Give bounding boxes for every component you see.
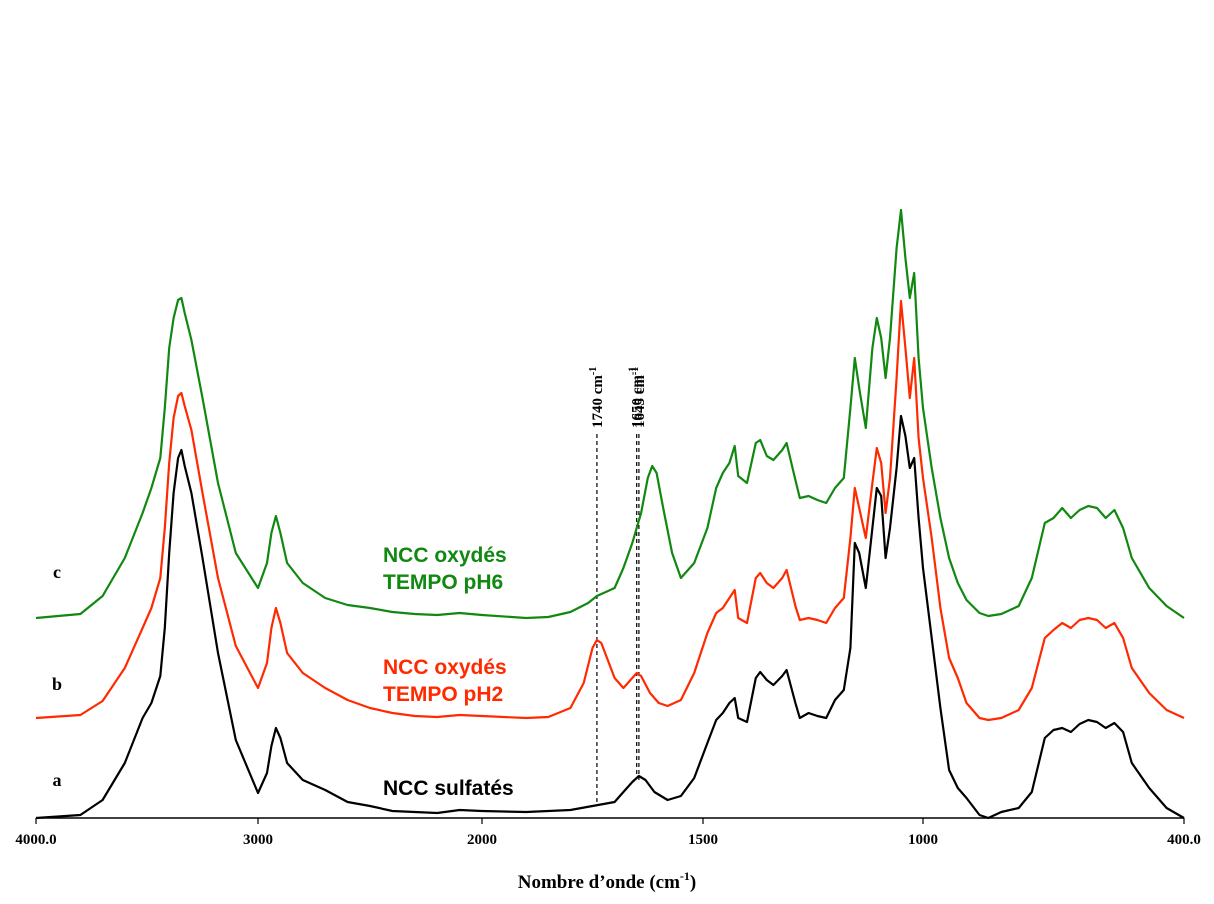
series-line-b: [35, 299, 1185, 722]
series-name-c: TEMPO pH6: [383, 571, 503, 594]
annotation-label: 1740 cm-1: [588, 367, 606, 428]
series-name-b: TEMPO pH2: [383, 683, 503, 706]
x-tick-label: 2000: [467, 832, 497, 848]
series-line-a: [35, 414, 1185, 820]
series-letter-b: b: [52, 674, 62, 694]
series-line-c: [35, 208, 1185, 620]
x-tick-label: 1500: [688, 832, 718, 848]
series-letter-a: a: [53, 770, 62, 790]
series-name-b: NCC oxydés: [383, 656, 507, 679]
x-tick-label: 400.0: [1167, 832, 1201, 848]
series-name-a: NCC sulfatés: [383, 777, 514, 800]
series-letter-c: c: [53, 562, 61, 582]
x-tick-label: 3000: [243, 832, 273, 848]
series-name-c: NCC oxydés: [383, 544, 507, 567]
x-axis: 4000.0 3000 2000 1500 1000 400.0: [15, 817, 1201, 848]
x-tick-label: 4000.0: [15, 832, 56, 848]
x-tick-label: 1000: [908, 832, 938, 848]
x-axis-title-superscript: -1: [680, 869, 690, 883]
annotation-label: 1645 cm-1: [630, 367, 648, 428]
series-labels: a NCC sulfatés b NCC oxydés TEMPO pH2 c NCC ox…: [52, 544, 514, 800]
series-layer: [35, 208, 1185, 820]
x-axis-title: Nombre d’onde (cm-1): [518, 869, 697, 893]
x-axis-title-close: ): [690, 872, 696, 893]
annotation-label: 1650 cm-1: [628, 367, 646, 428]
